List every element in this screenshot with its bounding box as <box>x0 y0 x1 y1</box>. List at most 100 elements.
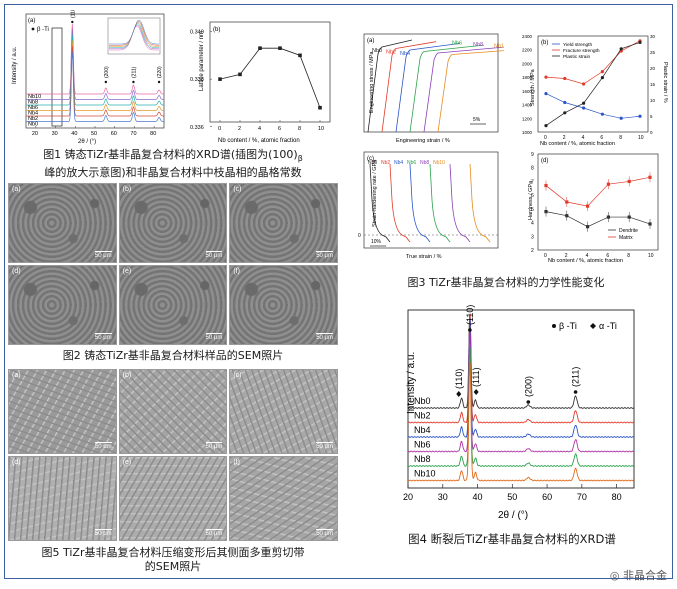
series-point <box>563 76 567 81</box>
sem-panel-label: (e) <box>122 459 132 466</box>
fig3c-zero-label: 0 <box>358 233 361 239</box>
fig1-caption-sub: β <box>297 154 303 164</box>
fig3b-ylabel: Strength / MPa <box>530 68 536 106</box>
fig3d-ylabel: Hardness / GPa <box>528 180 534 220</box>
y-tick-label: 2 <box>531 248 534 254</box>
fig1a-legend: β -Ti <box>37 27 49 33</box>
xrd-curve <box>26 45 164 117</box>
sample-label: Nb0 <box>28 122 38 128</box>
stress-strain-curve <box>423 46 509 133</box>
series-point <box>600 112 604 116</box>
sample-label: Nb8 <box>414 454 431 464</box>
x-tick-label: 4 <box>258 126 261 132</box>
beta-marker <box>468 328 472 332</box>
fig4-ylabel: Intensity / a.u. <box>406 352 417 414</box>
sem-scale-bar: 50 μm <box>205 529 223 537</box>
sem-image: (a) 50 μm <box>8 369 117 454</box>
x-tick-label: 8 <box>619 135 622 141</box>
series-label: Nb2 <box>386 50 396 56</box>
series-point <box>582 101 586 105</box>
x-tick-label: 6 <box>600 135 603 141</box>
peak-label: (110) <box>454 369 464 389</box>
inset-curve <box>109 19 159 45</box>
sample-label: Nb4 <box>28 111 38 117</box>
sem-scale-bar: 50 μm <box>316 333 333 341</box>
fig1b-ylabel: Lattice parameter / nm <box>199 31 205 91</box>
series-point <box>619 116 623 120</box>
fig3a-stress-strain-chart: (a) Nb0 Nb2 Nb4 Nb6 Nb8 Nb10 5% Engineering s… <box>363 33 533 144</box>
xrd-curve <box>26 40 164 111</box>
xrd-curve <box>407 313 635 409</box>
figure-frame <box>4 4 673 579</box>
sem-panel-label: (f) <box>233 459 240 466</box>
fig3c-ylabel: Strain-hardening rate / GPa <box>372 159 378 227</box>
x-tick-label: 50 <box>91 131 97 137</box>
x-tick-label: 4 <box>586 253 589 259</box>
lattice-point <box>318 105 322 110</box>
watermark: ◎ 非晶合金 <box>610 567 667 583</box>
sem-scale-bar: 50 μm <box>316 251 333 259</box>
y-tick-label: 1400 <box>522 103 533 108</box>
series-line <box>545 176 651 207</box>
fig4-xrd-panel: (110) (110) (111) (200) (211) Nb0 Nb2 Nb4 Nb6 Nb… <box>370 304 640 526</box>
peak-label: (110) <box>465 305 475 325</box>
sem-panel-label: (b) <box>122 372 132 379</box>
x-tick-label: 0 <box>544 135 547 141</box>
sem-image: (e) 50 μm <box>118 265 228 345</box>
series-label: Nb4 <box>394 160 403 166</box>
lattice-point <box>258 46 262 50</box>
x-tick-label: 30 <box>52 131 58 137</box>
stress-strain-curve <box>437 48 533 133</box>
x-tick-label: 2 <box>565 253 568 259</box>
x-tick-label: 60 <box>111 131 117 137</box>
series-point <box>544 183 548 188</box>
y-tick-label: 2200 <box>522 48 533 53</box>
series-point <box>648 222 652 226</box>
fig5-caption: 图5 TiZr基非晶复合材料压缩变形后其侧面多重剪切带 的SEM照片 <box>8 546 338 574</box>
peak-marker <box>157 80 161 84</box>
fig4-xlabel: 2θ / (°) <box>498 510 528 521</box>
sem-image: (c) 50 μm <box>229 183 338 263</box>
sem-panel-label: (c) <box>233 372 242 379</box>
sample-label: Nb2 <box>28 116 38 122</box>
sem-image: (a) 50 μm <box>8 183 117 263</box>
series-point <box>627 179 631 184</box>
peak-label: (211) <box>131 66 137 78</box>
x-tick-label: 2 <box>563 135 566 141</box>
series-point <box>600 76 604 80</box>
y-tick-label: 2000 <box>522 61 533 66</box>
legend-label: Fracture strength <box>563 48 600 54</box>
x-tick-label: 70 <box>577 492 587 502</box>
series-point <box>565 214 569 218</box>
fig1b-lattice-chart: (b) 0 2 4 6 8 10 0.336 0.338 0.340 Lattice param… <box>190 21 331 144</box>
fig1-caption-line2: 峰的放大示意图)和非晶复合材料中枝晶相的晶格常数 <box>44 166 302 180</box>
hardening-curve <box>409 163 431 243</box>
y-tick-label: 9 <box>531 152 534 158</box>
xrd-curve <box>407 362 634 482</box>
y2-tick-label: 10 <box>650 98 656 103</box>
fig3b-strength-chart: (b) 0 2 4 6 8 10 1000 1200 1400 1600 1800 2000 2200 2… <box>522 34 668 147</box>
series-label: Nb10 <box>433 160 445 166</box>
y-tick-label: 0.336 <box>190 125 204 131</box>
fig3a-panel-label: (a) <box>367 38 374 44</box>
stress-strain-curve <box>409 44 485 133</box>
x-tick-label: 80 <box>612 492 622 502</box>
y-tick-label: 4 <box>531 221 534 227</box>
y-tick-label: 1000 <box>522 130 533 135</box>
series-point <box>544 75 548 79</box>
x-tick-label: 0 <box>544 253 547 259</box>
xrd-curve <box>26 23 164 95</box>
xrd-curve <box>407 313 634 424</box>
wechat-icon: ◎ <box>609 569 623 582</box>
lattice-point <box>298 53 302 58</box>
x-tick-label: 10 <box>648 253 654 259</box>
series-label: Nb8 <box>473 42 483 48</box>
alpha-marker <box>456 391 462 397</box>
y-tick-label: 7 <box>531 179 534 185</box>
y2-tick-label: 30 <box>650 34 656 39</box>
peak-label: (200) <box>523 376 533 397</box>
x-tick-label: 50 <box>507 492 517 502</box>
y-tick-label: 3 <box>531 234 534 240</box>
legend-label: Matrix <box>619 235 633 241</box>
